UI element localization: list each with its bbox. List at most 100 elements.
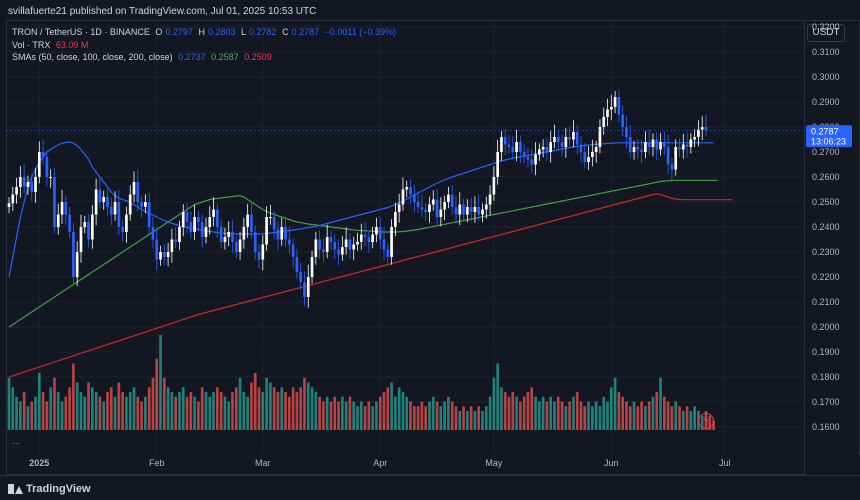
- candle-body: [454, 207, 458, 215]
- candle-body: [37, 152, 41, 177]
- x-tick-label: Jun: [604, 458, 619, 468]
- volume-bar: [666, 401, 670, 430]
- volume-bar: [329, 401, 333, 430]
- volume-bar: [181, 387, 185, 430]
- candle-body: [587, 157, 590, 162]
- candle-body: [72, 232, 75, 277]
- legend-c-label: C: [282, 27, 289, 37]
- volume-bar: [556, 396, 560, 430]
- candles: [7, 89, 708, 308]
- candle-body: [560, 142, 564, 147]
- top-bar: svillafuerte21 published on TradingView.…: [0, 0, 860, 22]
- candle-body: [484, 204, 488, 210]
- volume-bar: [492, 377, 496, 430]
- volume-bar: [30, 401, 34, 430]
- candle-body: [284, 227, 287, 240]
- more-indicator[interactable]: ...: [12, 436, 21, 447]
- candle-body: [378, 227, 382, 240]
- volume-bar: [121, 392, 124, 430]
- candle-body: [397, 204, 401, 212]
- candle-body: [606, 109, 609, 117]
- candle-body: [511, 147, 515, 152]
- legend-sma100: 0.2587: [211, 52, 239, 62]
- volume-bar: [102, 401, 106, 430]
- candle-body: [102, 197, 106, 202]
- volume-bar: [428, 401, 431, 430]
- legend-vol-label[interactable]: Vol · TRX: [12, 40, 51, 50]
- currency-button[interactable]: USDT: [807, 24, 845, 42]
- candle-body: [579, 144, 583, 152]
- tradingview-logo[interactable]: TradingView: [8, 483, 91, 495]
- legend-sma-label[interactable]: SMAs (50, close, 100, close, 200, close): [12, 52, 173, 62]
- volume-bar: [333, 396, 337, 430]
- volume-bar: [496, 363, 499, 430]
- legend-sma: SMAs (50, close, 100, close, 200, close)…: [12, 52, 275, 62]
- volume-bar: [587, 401, 590, 430]
- candle-body: [553, 137, 556, 142]
- candle-body: [602, 117, 606, 127]
- candle-body: [117, 202, 121, 227]
- candle-body: [678, 147, 681, 150]
- volume-bar: [68, 387, 71, 430]
- volume-bar: [344, 401, 348, 430]
- volume-bar: [174, 396, 177, 430]
- last-price-marker: 0.2787 13:06:23: [6, 125, 852, 148]
- candle-body: [348, 239, 352, 250]
- flash-icon[interactable]: ϟ: [698, 413, 714, 429]
- candle-body: [7, 203, 11, 207]
- volume-bar: [412, 406, 416, 430]
- candle-body: [60, 202, 64, 215]
- volume-bar: [541, 396, 545, 430]
- volume-bar: [41, 392, 45, 430]
- volume-bar: [303, 377, 306, 430]
- candle-body: [34, 177, 37, 192]
- legend-volume: Vol · TRX 63.09 M: [12, 40, 91, 50]
- volume-bar: [261, 392, 265, 430]
- candle-body: [322, 249, 325, 252]
- candle-body: [151, 227, 155, 240]
- candle-body: [704, 127, 708, 131]
- volume-bar: [356, 406, 359, 430]
- sma100-line: [8, 179, 718, 328]
- candle-body: [68, 214, 71, 232]
- volume-bar: [265, 377, 268, 430]
- candle-body: [575, 132, 579, 145]
- volume-bar: [655, 392, 659, 430]
- volume-bar: [443, 401, 446, 430]
- candle-body: [189, 222, 193, 232]
- volume-bar: [223, 396, 227, 430]
- candle-body: [541, 147, 545, 150]
- candle-body: [538, 149, 541, 155]
- legend-symbol[interactable]: TRON / TetherUS · 1D · BINANCE: [12, 27, 150, 37]
- candle-body: [287, 239, 291, 245]
- price-chart[interactable]: 0.32000.31000.30000.29000.28000.27000.26…: [0, 0, 860, 475]
- volume-bar: [394, 396, 397, 430]
- candle-body: [121, 227, 124, 232]
- volume-bar: [197, 401, 200, 430]
- candle-body: [303, 282, 306, 297]
- volume-bar: [416, 406, 420, 430]
- candle-body: [19, 177, 22, 187]
- candle-body: [685, 144, 689, 147]
- volume-bar: [322, 401, 325, 430]
- volume-bar: [250, 382, 253, 430]
- volume-bar: [295, 392, 299, 430]
- candle-body: [477, 207, 481, 215]
- candle-body: [681, 144, 685, 150]
- volume-bar: [511, 392, 515, 430]
- volume-bar: [583, 406, 587, 430]
- candle-body: [545, 147, 549, 152]
- candle-body: [473, 207, 477, 212]
- y-tick-label: 0.3100: [812, 47, 840, 57]
- candle-body: [435, 199, 439, 217]
- volume-bar: [625, 401, 628, 430]
- candle-body: [227, 232, 231, 237]
- volume-bar: [390, 382, 393, 430]
- candle-body: [87, 222, 90, 240]
- candle-body: [212, 209, 215, 217]
- volume-bar: [189, 392, 193, 430]
- volume-bar: [113, 396, 117, 430]
- candle-body: [556, 137, 560, 142]
- candle-body: [325, 237, 329, 252]
- volume-bar: [534, 396, 537, 430]
